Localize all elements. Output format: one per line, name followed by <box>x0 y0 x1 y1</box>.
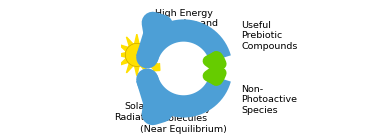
Text: Non-
Photoactive
Species: Non- Photoactive Species <box>241 85 297 115</box>
Text: High Energy
Molecules and
Intermediates: High Energy Molecules and Intermediates <box>150 9 218 39</box>
Polygon shape <box>149 53 158 57</box>
Polygon shape <box>141 64 147 73</box>
Polygon shape <box>146 59 155 65</box>
Polygon shape <box>116 53 125 57</box>
Circle shape <box>125 43 148 66</box>
Polygon shape <box>135 34 139 43</box>
Polygon shape <box>146 45 155 51</box>
Text: Solar
Radiation: Solar Radiation <box>115 102 159 122</box>
Text: Low Energy
Molecules
(Near Equilibrium): Low Energy Molecules (Near Equilibrium) <box>140 104 227 133</box>
Polygon shape <box>141 37 147 46</box>
Polygon shape <box>127 37 133 46</box>
Polygon shape <box>119 45 127 51</box>
Polygon shape <box>119 59 127 65</box>
Text: Useful
Prebiotic
Compounds: Useful Prebiotic Compounds <box>241 21 297 51</box>
Polygon shape <box>135 67 139 76</box>
Polygon shape <box>127 64 133 73</box>
FancyArrow shape <box>146 58 160 71</box>
